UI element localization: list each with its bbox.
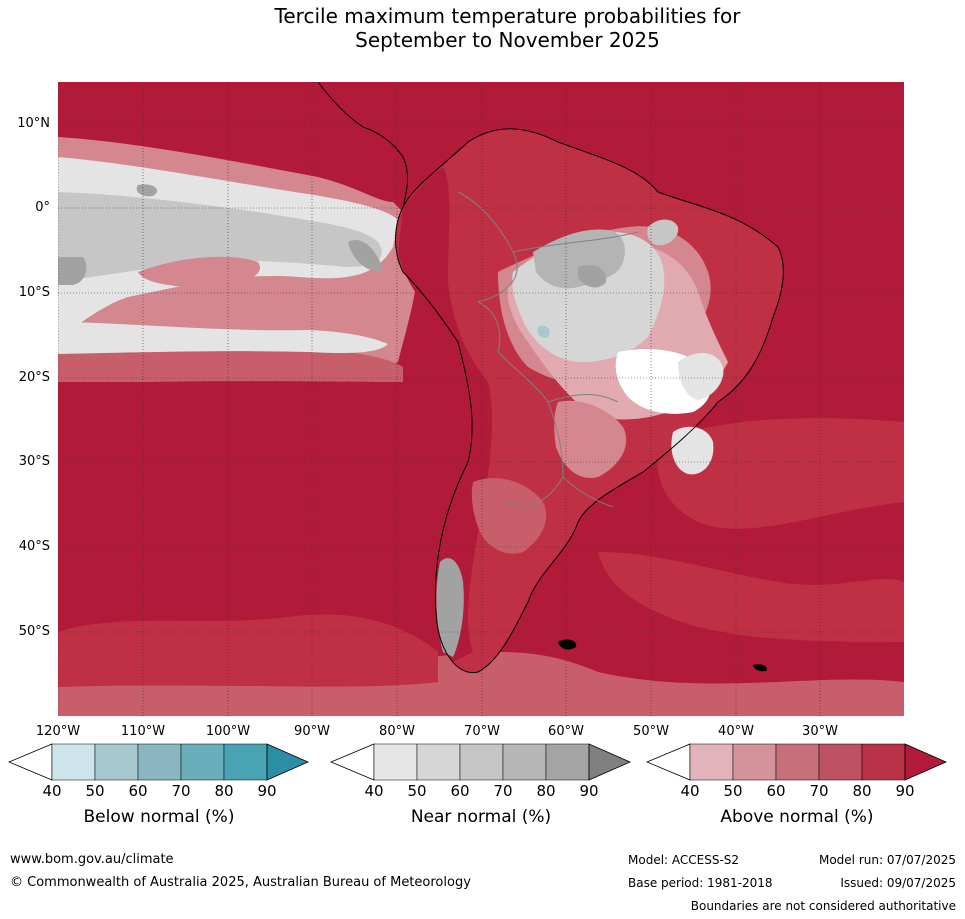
near-tick-70: 70 [493, 782, 513, 800]
lon-label-90w: 90°W [294, 724, 330, 739]
above-swatch-over [904, 743, 947, 781]
below-tick-80: 80 [214, 782, 234, 800]
lon-label-110w: 110°W [120, 724, 166, 739]
near-normal-label: Near normal (%) [410, 807, 552, 827]
south-georgia [753, 664, 767, 672]
lat-label-20s: 20°S [18, 370, 50, 385]
above-tick-60: 60 [766, 782, 786, 800]
central-america-coast [317, 82, 408, 208]
below-swatch-90 [223, 743, 268, 781]
above-swatch-60 [732, 743, 777, 781]
brazil-above-40 [678, 352, 724, 400]
lat-label-30s: 30°S [18, 454, 50, 469]
lon-label-50w: 50°W [633, 724, 669, 739]
below-tick-70: 70 [171, 782, 191, 800]
near-swatch-80 [502, 743, 547, 781]
model-run-date: Model run: 07/07/2025 [818, 853, 956, 867]
lon-label-40w: 40°W [718, 724, 754, 739]
above-normal-colorbar [646, 743, 947, 781]
lon-label-80w: 80°W [379, 724, 415, 739]
patagonia-near [436, 558, 464, 657]
below-tick-40: 40 [42, 782, 62, 800]
pacific-near-90-b [136, 184, 158, 197]
bom-climate-link[interactable]: www.bom.gov.au/climate [10, 852, 174, 867]
below-tick-60: 60 [128, 782, 148, 800]
above-tick-40: 40 [680, 782, 700, 800]
argentina-above-70 [471, 478, 547, 554]
above-swatch-70 [775, 743, 820, 781]
brazil-near-90 [578, 265, 607, 288]
below-normal-colorbar [8, 743, 309, 781]
southern-ocean-band-2 [58, 614, 438, 687]
lat-label-40s: 40°S [18, 539, 50, 554]
near-swatch-under [330, 743, 375, 781]
boundaries-disclaimer: Boundaries are not considered authoritat… [690, 899, 956, 913]
near-swatch-90 [545, 743, 590, 781]
above-tick-90: 90 [895, 782, 915, 800]
map-title-line1: Tercile maximum temperature probabilitie… [274, 4, 741, 28]
probability-map [58, 82, 904, 716]
near-swatch-50 [373, 743, 418, 781]
below-swatch-60 [94, 743, 139, 781]
near-swatch-over [588, 743, 631, 781]
below-tick-90: 90 [257, 782, 277, 800]
base-period: Base period: 1981-2018 [628, 876, 773, 890]
near-tick-60: 60 [450, 782, 470, 800]
falkland-islands [558, 639, 577, 650]
near-normal-colorbar [330, 743, 631, 781]
below-swatch-70 [137, 743, 182, 781]
map-title: Tercile maximum temperature probabilitie… [0, 4, 965, 52]
lon-label-30w: 30°W [802, 724, 838, 739]
lat-label-0: 0° [35, 200, 50, 215]
lat-label-10s: 10°S [18, 285, 50, 300]
south-brazil-above-60 [554, 400, 627, 478]
above-tick-70: 70 [809, 782, 829, 800]
copyright-text: © Commonwealth of Australia 2025, Austra… [10, 875, 471, 890]
lat-label-10n: 10°N [17, 116, 50, 131]
above-swatch-under [646, 743, 691, 781]
south-atlantic-band-2 [598, 552, 904, 642]
below-swatch-80 [180, 743, 225, 781]
lon-label-120w: 120°W [35, 724, 81, 739]
near-tick-50: 50 [407, 782, 427, 800]
above-tick-80: 80 [852, 782, 872, 800]
south-atlantic-band [657, 418, 904, 529]
coastline [395, 128, 784, 674]
pacific-above-patch [138, 256, 260, 287]
near-tick-80: 80 [536, 782, 556, 800]
lon-label-70w: 70°W [464, 724, 500, 739]
below-tick-50: 50 [85, 782, 105, 800]
below-swatch-50 [51, 743, 96, 781]
lat-label-50s: 50°S [18, 624, 50, 639]
map-title-line2: September to November 2025 [355, 28, 660, 52]
above-normal-label: Above normal (%) [720, 807, 874, 827]
model-name: Model: ACCESS-S2 [628, 853, 740, 867]
pacific-near-70 [58, 192, 382, 282]
issued-date: Issued: 09/07/2025 [840, 876, 956, 890]
lon-label-100w: 100°W [205, 724, 251, 739]
below-swatch-under [8, 743, 53, 781]
near-swatch-70 [459, 743, 504, 781]
pacific-near-90-c [348, 240, 383, 271]
above-swatch-50 [689, 743, 734, 781]
pacific-near-90 [58, 257, 87, 285]
pacific-near-strip [58, 322, 388, 354]
near-tick-40: 40 [364, 782, 384, 800]
lon-label-60w: 60°W [548, 724, 584, 739]
andes-above-90 [398, 167, 493, 662]
above-swatch-80 [818, 743, 863, 781]
country-borders [457, 191, 639, 508]
below-normal-label: Below normal (%) [83, 807, 235, 827]
northeast-brazil-near [647, 219, 679, 246]
near-swatch-60 [416, 743, 461, 781]
near-tick-90: 90 [579, 782, 599, 800]
above-swatch-90 [861, 743, 906, 781]
brazil-below-50-dot [537, 325, 550, 338]
graticule [58, 82, 904, 716]
above-tick-50: 50 [723, 782, 743, 800]
below-swatch-over [266, 743, 309, 781]
